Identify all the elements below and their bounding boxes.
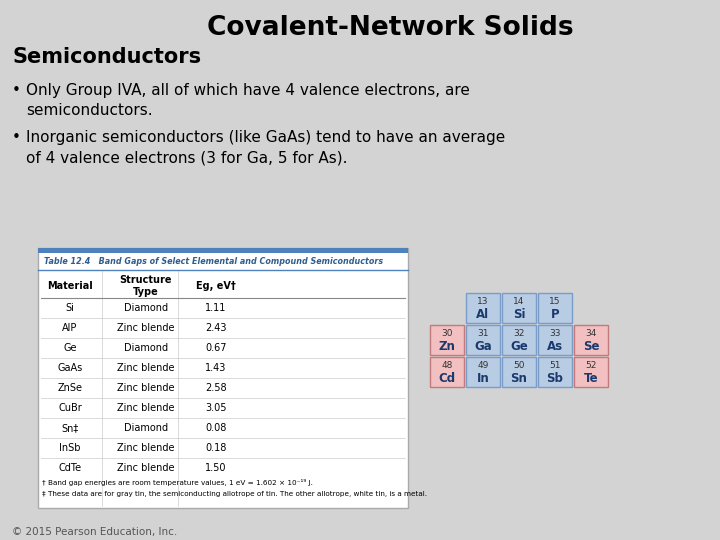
Text: Ge: Ge bbox=[510, 340, 528, 353]
Text: Only Group IVA, all of which have 4 valence electrons, are
semiconductors.: Only Group IVA, all of which have 4 vale… bbox=[26, 83, 470, 118]
Text: Zinc blende: Zinc blende bbox=[117, 443, 175, 453]
Text: CuBr: CuBr bbox=[58, 403, 82, 413]
Bar bbox=[538, 357, 572, 387]
Text: 34: 34 bbox=[585, 329, 597, 339]
Text: CdTe: CdTe bbox=[58, 463, 81, 473]
Text: •: • bbox=[12, 83, 21, 98]
Text: ‡ These data are for gray tin, the semiconducting allotrope of tin. The other al: ‡ These data are for gray tin, the semic… bbox=[42, 491, 427, 497]
Bar bbox=[466, 357, 500, 387]
Bar bbox=[466, 293, 500, 323]
Text: Si: Si bbox=[66, 303, 74, 313]
Text: 0.67: 0.67 bbox=[205, 343, 227, 353]
Text: Ga: Ga bbox=[474, 340, 492, 353]
Text: As: As bbox=[547, 340, 563, 353]
Text: Si: Si bbox=[513, 307, 526, 321]
Bar bbox=[502, 357, 536, 387]
Bar bbox=[502, 293, 536, 323]
Text: Sb: Sb bbox=[546, 372, 564, 384]
Text: 31: 31 bbox=[477, 329, 489, 339]
Text: Eg, eV†: Eg, eV† bbox=[196, 281, 236, 291]
Text: Zinc blende: Zinc blende bbox=[117, 403, 175, 413]
Text: 33: 33 bbox=[549, 329, 561, 339]
Text: 51: 51 bbox=[549, 361, 561, 370]
Text: Semiconductors: Semiconductors bbox=[12, 47, 201, 67]
Text: Diamond: Diamond bbox=[124, 343, 168, 353]
Text: Zinc blende: Zinc blende bbox=[117, 383, 175, 393]
Text: Inorganic semiconductors (like GaAs) tend to have an average
of 4 valence electr: Inorganic semiconductors (like GaAs) ten… bbox=[26, 130, 505, 165]
Text: 1.43: 1.43 bbox=[205, 363, 227, 373]
Text: 0.08: 0.08 bbox=[205, 423, 227, 433]
Text: Zn: Zn bbox=[438, 340, 456, 353]
Text: 32: 32 bbox=[513, 329, 525, 339]
Text: P: P bbox=[551, 307, 559, 321]
Text: InSb: InSb bbox=[59, 443, 81, 453]
Text: Sn‡: Sn‡ bbox=[61, 423, 78, 433]
Bar bbox=[38, 248, 408, 253]
Bar bbox=[466, 325, 500, 355]
Bar bbox=[38, 248, 408, 508]
Bar bbox=[574, 357, 608, 387]
Text: Ge: Ge bbox=[63, 343, 77, 353]
Bar bbox=[502, 325, 536, 355]
Text: Diamond: Diamond bbox=[124, 423, 168, 433]
Text: Sn: Sn bbox=[510, 372, 528, 384]
Text: 30: 30 bbox=[441, 329, 453, 339]
Text: 2.43: 2.43 bbox=[205, 323, 227, 333]
Bar bbox=[574, 325, 608, 355]
Text: 3.05: 3.05 bbox=[205, 403, 227, 413]
Text: 14: 14 bbox=[513, 298, 525, 307]
Text: 15: 15 bbox=[549, 298, 561, 307]
Text: Zinc blende: Zinc blende bbox=[117, 463, 175, 473]
Text: 48: 48 bbox=[441, 361, 453, 370]
Text: 1.50: 1.50 bbox=[205, 463, 227, 473]
Text: Material: Material bbox=[47, 281, 93, 291]
Text: •: • bbox=[12, 130, 21, 145]
Text: 50: 50 bbox=[513, 361, 525, 370]
Bar bbox=[430, 357, 464, 387]
Text: Zinc blende: Zinc blende bbox=[117, 363, 175, 373]
Text: Zinc blende: Zinc blende bbox=[117, 323, 175, 333]
Text: 2.58: 2.58 bbox=[205, 383, 227, 393]
Text: In: In bbox=[477, 372, 490, 384]
Text: © 2015 Pearson Education, Inc.: © 2015 Pearson Education, Inc. bbox=[12, 527, 177, 537]
Text: Covalent-Network Solids: Covalent-Network Solids bbox=[207, 15, 573, 41]
Text: † Band gap energies are room temperature values, 1 eV = 1.602 × 10⁻¹⁹ J.: † Band gap energies are room temperature… bbox=[42, 478, 313, 485]
Text: ZnSe: ZnSe bbox=[58, 383, 83, 393]
Text: Structure
Type: Structure Type bbox=[120, 275, 172, 297]
Text: 1.11: 1.11 bbox=[205, 303, 227, 313]
Bar bbox=[430, 325, 464, 355]
Text: 13: 13 bbox=[477, 298, 489, 307]
Bar bbox=[538, 325, 572, 355]
Text: Te: Te bbox=[584, 372, 598, 384]
Text: 52: 52 bbox=[585, 361, 597, 370]
Text: GaAs: GaAs bbox=[58, 363, 83, 373]
Text: 49: 49 bbox=[477, 361, 489, 370]
Bar bbox=[538, 293, 572, 323]
Text: Al: Al bbox=[477, 307, 490, 321]
Text: Diamond: Diamond bbox=[124, 303, 168, 313]
Text: AlP: AlP bbox=[63, 323, 78, 333]
Text: 0.18: 0.18 bbox=[205, 443, 227, 453]
Text: Se: Se bbox=[582, 340, 599, 353]
Text: Cd: Cd bbox=[438, 372, 456, 384]
Text: Table 12.4   Band Gaps of Select Elemental and Compound Semiconductors: Table 12.4 Band Gaps of Select Elemental… bbox=[44, 258, 383, 267]
